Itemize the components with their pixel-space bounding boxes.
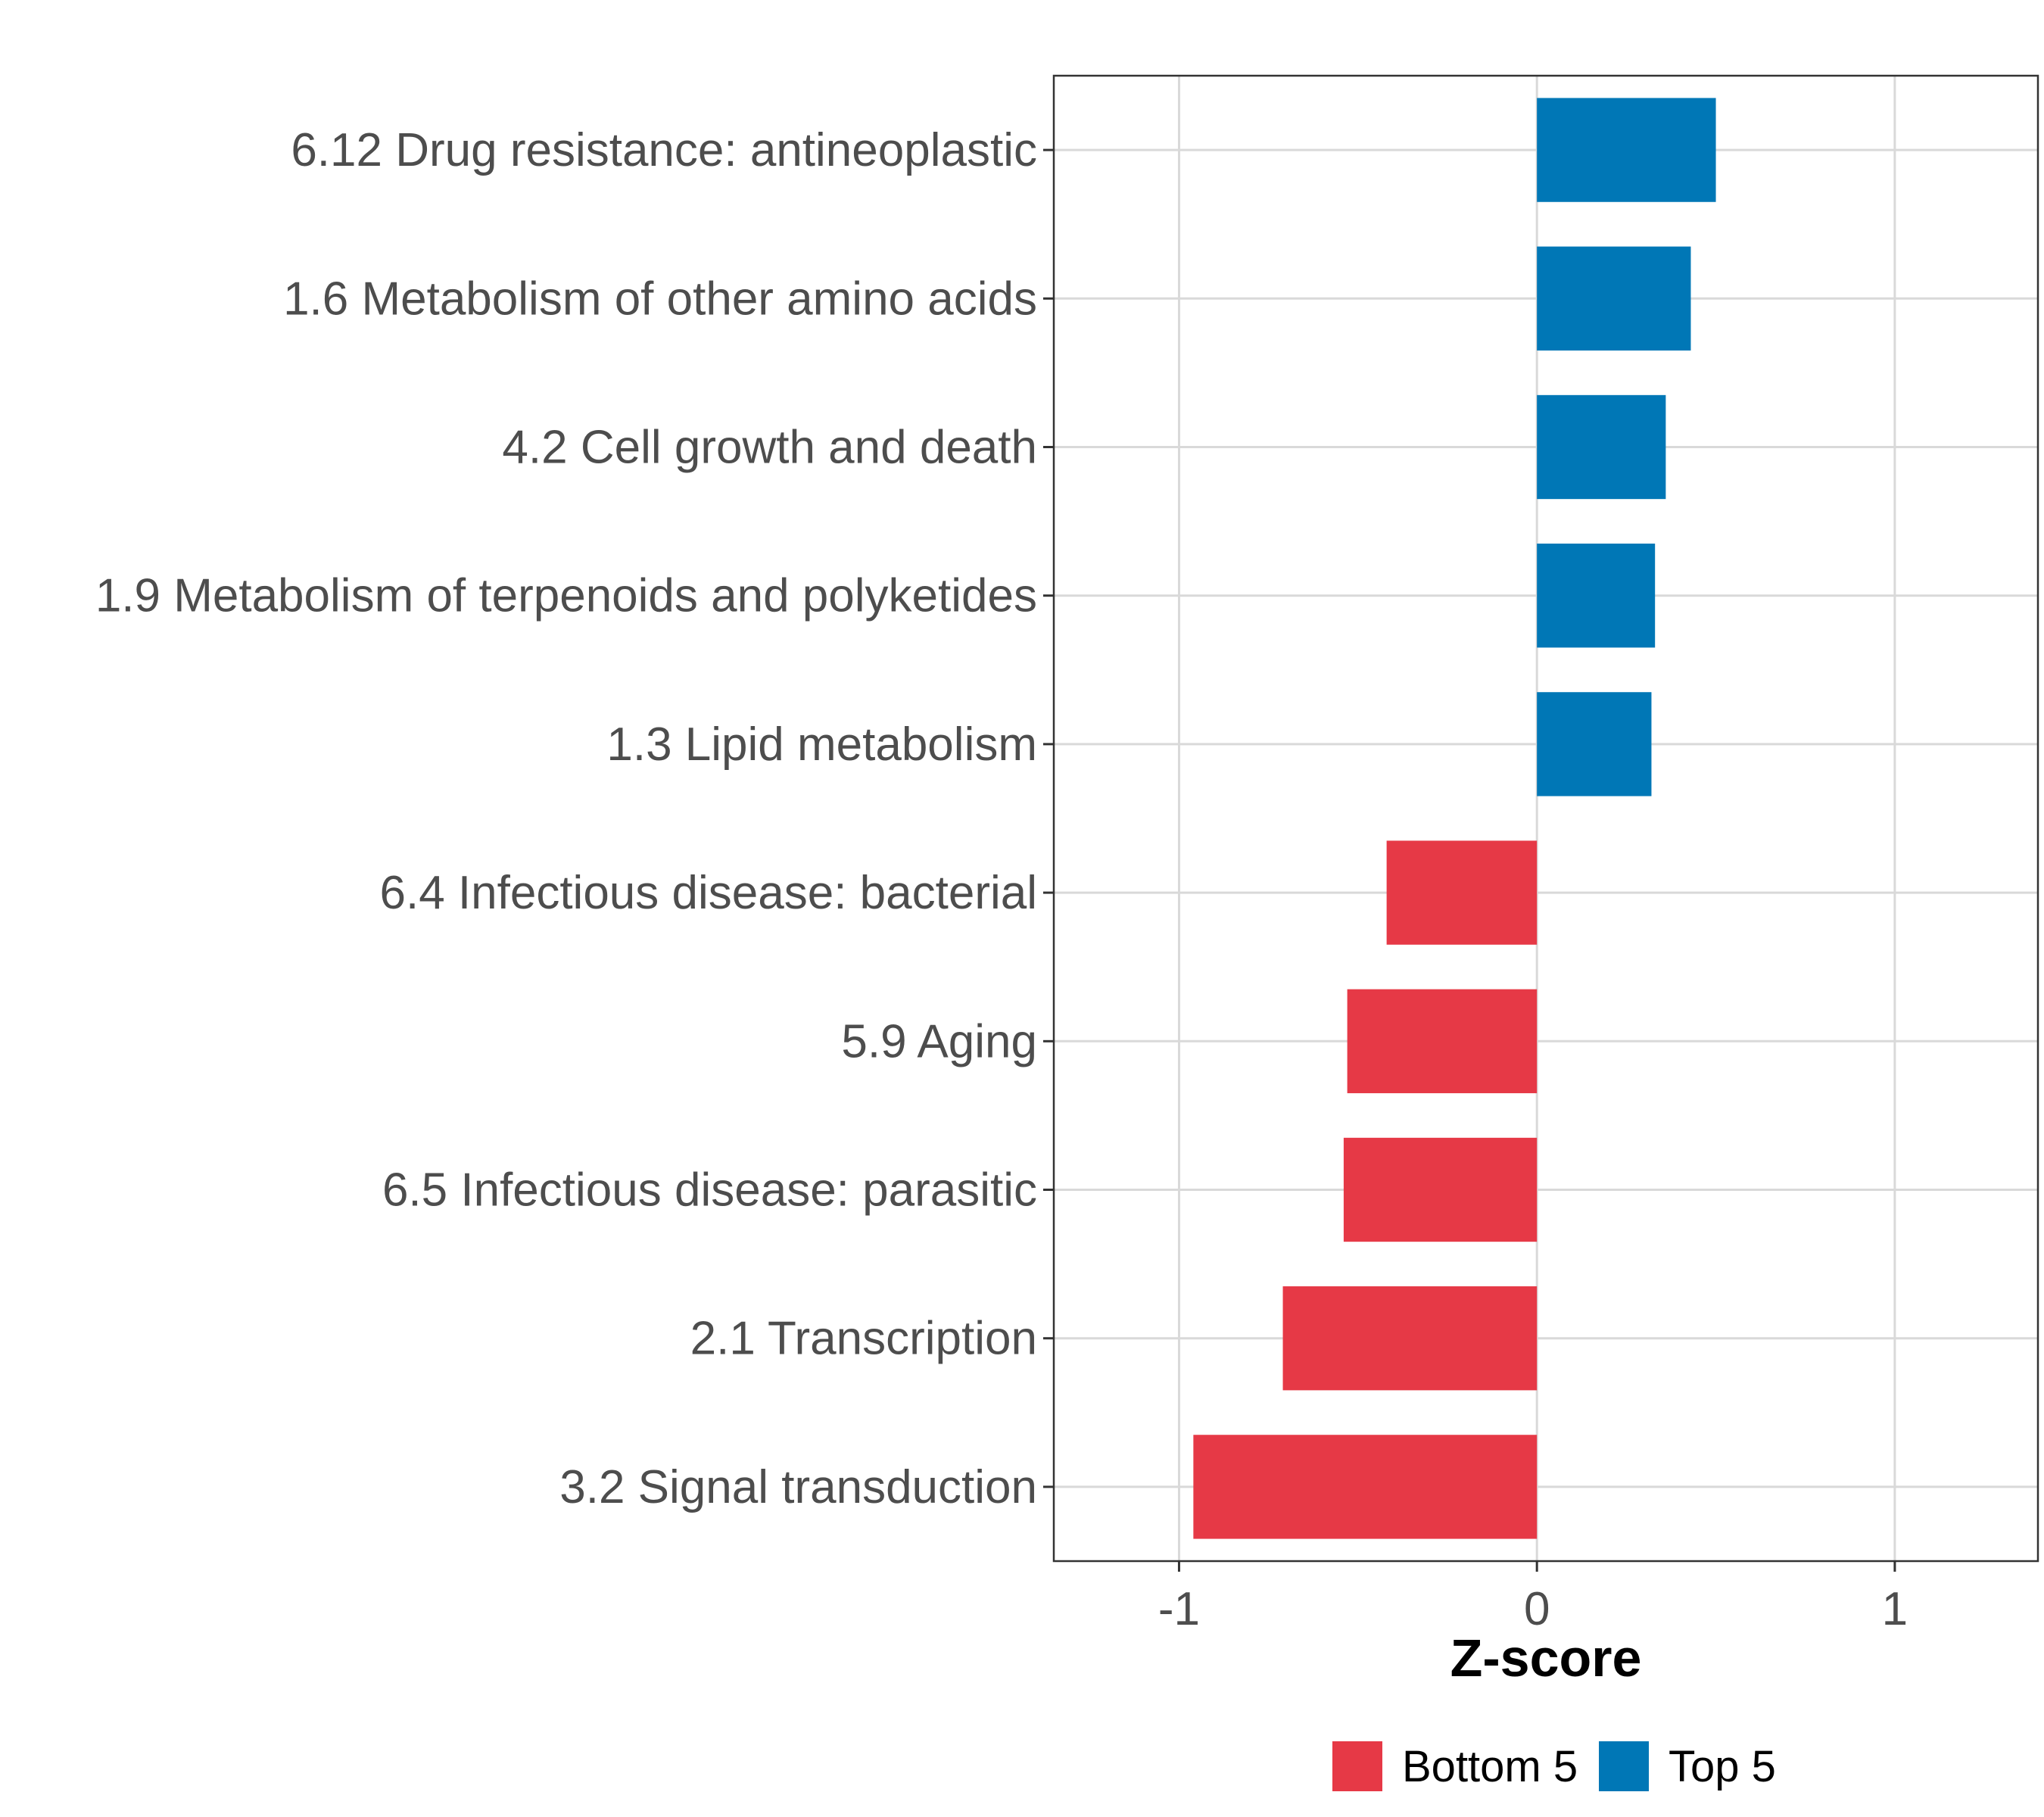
legend: Bottom 5 Top 5 <box>1332 1741 1776 1791</box>
y-axis: 6.12 Drug resistance: antineoplastic 1.6 … <box>95 124 1054 1513</box>
bar <box>1193 1435 1538 1539</box>
y-tick-label: 6.12 Drug resistance: antineoplastic <box>291 124 1037 176</box>
y-tick-label: 4.2 Cell growth and death <box>502 422 1037 474</box>
bar <box>1343 1137 1538 1242</box>
bar <box>1386 840 1538 945</box>
bar <box>1537 394 1666 500</box>
bar <box>1282 1286 1538 1391</box>
bar <box>1537 246 1691 351</box>
y-tick-label: 1.6 Metabolism of other amino acids <box>283 273 1037 325</box>
bar <box>1347 989 1538 1093</box>
y-tick-label: 6.5 Infectious disease: parasitic <box>382 1164 1037 1217</box>
legend-swatch <box>1599 1741 1649 1791</box>
x-tick-label: -1 <box>1158 1583 1200 1635</box>
x-tick-label: 0 <box>1524 1583 1550 1635</box>
bars <box>1193 98 1716 1539</box>
y-tick-label: 5.9 Aging <box>841 1015 1037 1067</box>
x-axis: -1 0 1 <box>1158 1561 1908 1635</box>
legend-label: Top 5 <box>1669 1742 1776 1791</box>
y-tick-label: 1.3 Lipid metabolism <box>606 718 1037 771</box>
legend-label: Bottom 5 <box>1402 1742 1578 1791</box>
legend-swatch <box>1332 1741 1382 1791</box>
y-tick-label: 3.2 Signal transduction <box>559 1461 1037 1513</box>
x-tick-label: 1 <box>1882 1583 1908 1635</box>
y-tick-label: 6.4 Infectious disease: bacterial <box>379 867 1037 919</box>
y-tick-label: 2.1 Transcription <box>690 1313 1037 1365</box>
bar <box>1537 98 1716 202</box>
x-axis-title: Z-score <box>1450 1628 1642 1688</box>
bar <box>1537 692 1652 796</box>
plot-panel-border <box>1052 74 2039 1563</box>
y-tick-label: 1.9 Metabolism of terpenoids and polyket… <box>95 570 1037 622</box>
bar <box>1537 544 1656 648</box>
